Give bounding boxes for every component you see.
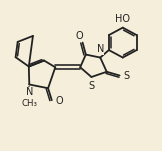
Text: N: N xyxy=(26,87,33,97)
Text: CH₃: CH₃ xyxy=(21,100,37,108)
Text: S: S xyxy=(89,81,95,91)
Text: N: N xyxy=(97,44,104,54)
Text: S: S xyxy=(124,71,130,80)
Text: HO: HO xyxy=(115,14,130,24)
Text: O: O xyxy=(56,96,63,106)
Text: O: O xyxy=(75,31,83,41)
